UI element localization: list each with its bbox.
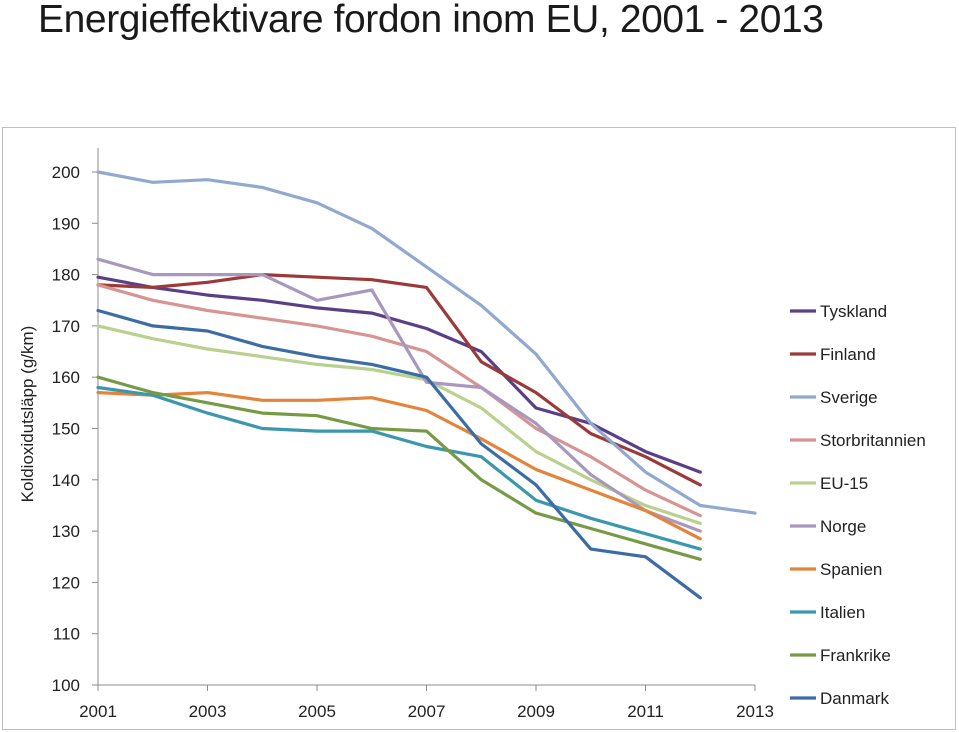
x-tick-label: 2013	[736, 702, 774, 721]
series-lines	[96, 170, 757, 600]
legend-label-storbritannien: Storbritannien	[820, 431, 926, 450]
legend: Tyskland Finland Sverige Storbritannien EU-1…	[790, 302, 926, 708]
y-tick-labels: 100 110 120 130 140 150 160 170 180 190 200	[52, 163, 80, 695]
legend-label-spanien: Spanien	[820, 560, 882, 579]
y-tick-label: 130	[52, 522, 80, 541]
x-tick-label: 2011	[627, 702, 664, 721]
series-line-tyskland	[96, 275, 702, 474]
legend-label-frankrike: Frankrike	[820, 646, 891, 665]
chart-frame	[2, 127, 956, 730]
y-tick-label: 150	[52, 420, 80, 439]
axes	[92, 148, 756, 691]
legend-label-norge: Norge	[820, 517, 866, 536]
series-line-spanien	[96, 391, 702, 541]
series-line-danmark	[96, 308, 702, 600]
y-tick-label: 140	[52, 471, 80, 490]
y-axis-title: Koldioxidutsläpp (g/km)	[18, 326, 37, 503]
y-tick-label: 160	[52, 368, 80, 387]
series-line-eu-15	[96, 324, 702, 526]
y-tick-label: 190	[52, 214, 80, 233]
y-tick-label: 180	[52, 266, 80, 285]
y-tick-label: 170	[52, 317, 80, 336]
y-tick-label: 110	[53, 625, 80, 644]
series-line-frankrike	[96, 375, 702, 561]
series-line-finland	[96, 273, 702, 487]
x-tick-label: 2005	[298, 702, 336, 721]
x-tick-label: 2003	[189, 702, 227, 721]
x-tick-label: 2009	[517, 702, 555, 721]
page-title: Energieffektivare fordon inom EU, 2001 -…	[38, 0, 824, 41]
legend-label-eu-15: EU-15	[820, 474, 868, 493]
legend-label-italien: Italien	[820, 603, 865, 622]
x-tick-labels: 2001 2003 2005 2007 2009 2011 2013	[79, 702, 774, 721]
legend-label-tyskland: Tyskland	[820, 302, 887, 321]
y-tick-label: 100	[52, 676, 80, 695]
x-tick-label: 2007	[408, 702, 446, 721]
series-line-storbritannien	[96, 283, 702, 518]
series-line-norge	[96, 257, 702, 533]
legend-label-sverige: Sverige	[820, 388, 878, 407]
legend-label-finland: Finland	[820, 345, 876, 364]
y-tick-label: 200	[52, 163, 80, 182]
y-tick-label: 120	[52, 573, 80, 592]
legend-label-danmark: Danmark	[820, 689, 889, 708]
x-tick-label: 2001	[79, 702, 117, 721]
series-line-sverige	[96, 170, 757, 515]
series-line-italien	[96, 385, 702, 551]
